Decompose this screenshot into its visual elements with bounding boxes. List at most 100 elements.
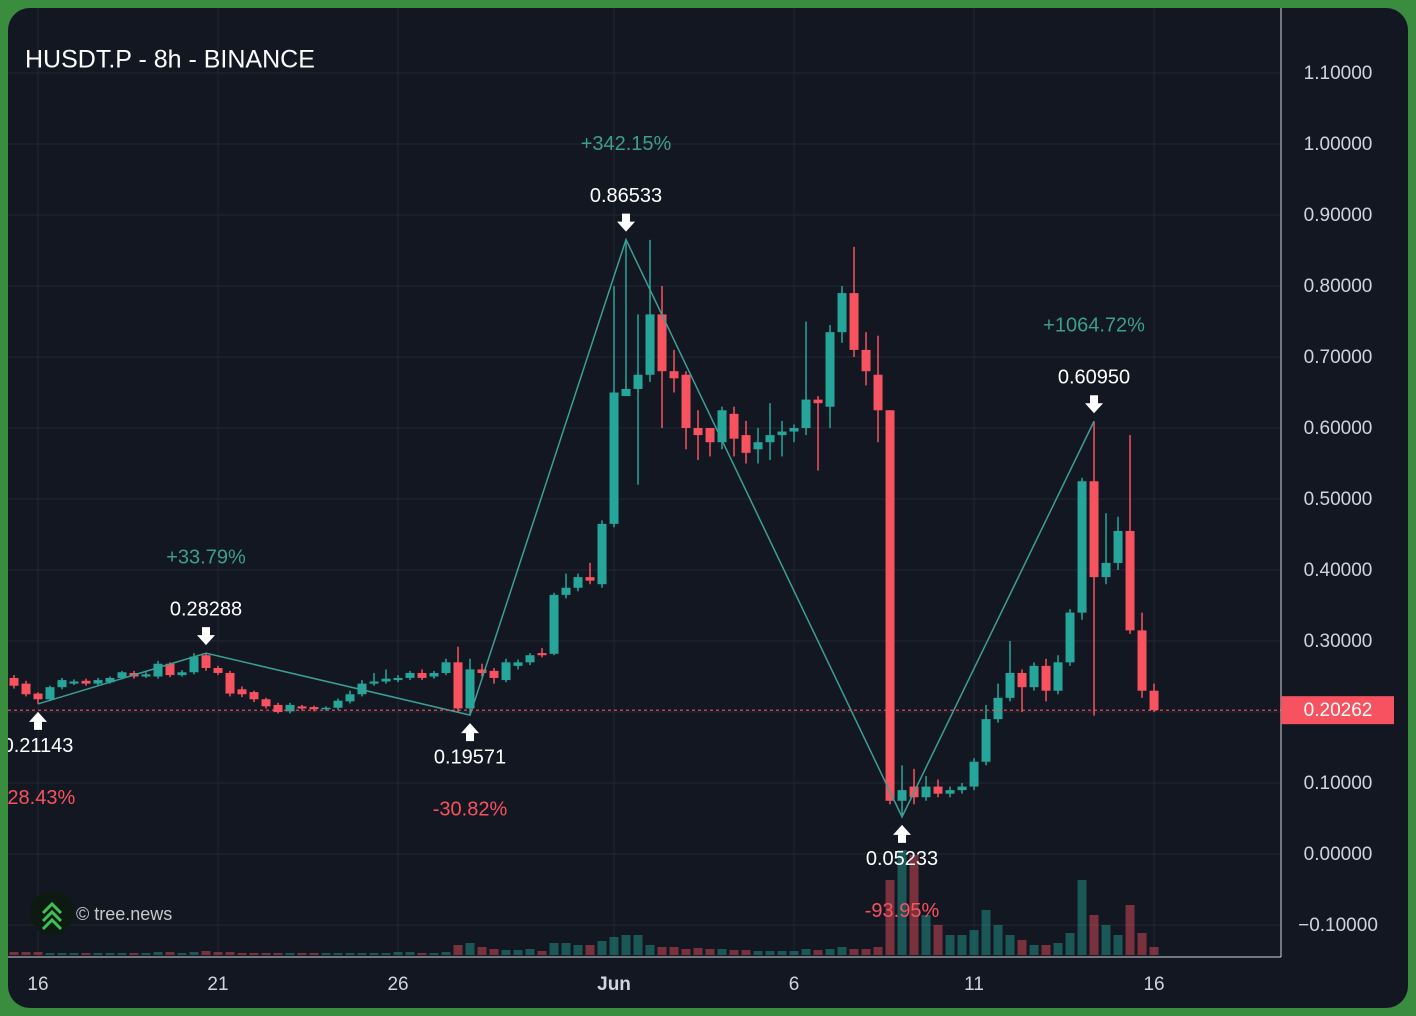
- candle-body: [957, 786, 967, 791]
- candle-body: [657, 314, 667, 372]
- candle-body: [9, 677, 19, 686]
- y-tick-label: 0.40000: [1304, 560, 1373, 581]
- volume-bar: [861, 949, 871, 955]
- candle-body: [321, 707, 331, 710]
- volume-bar: [849, 949, 859, 955]
- volume-bar: [813, 950, 823, 955]
- pivot-change: +342.15%: [581, 133, 672, 155]
- candle-body: [873, 374, 883, 411]
- candle-body: [537, 653, 547, 656]
- x-tick-label: 16: [27, 974, 48, 995]
- candle-body: [105, 677, 115, 683]
- volume-bar: [1005, 935, 1015, 955]
- volume-bar: [93, 953, 103, 955]
- volume-bar: [1125, 905, 1135, 955]
- volume-bar: [621, 935, 631, 955]
- volume-bar: [45, 953, 55, 955]
- pivot-change: +33.79%: [166, 546, 246, 568]
- x-tick-label: 16: [1143, 974, 1164, 995]
- volume-bar: [1113, 935, 1123, 955]
- volume-bar: [501, 950, 511, 955]
- candle-body: [393, 677, 403, 681]
- volume-bar: [405, 952, 415, 955]
- candle-body: [573, 577, 583, 588]
- candle-body: [633, 374, 643, 389]
- pivot-arrow: [617, 213, 636, 232]
- candle-body: [1149, 690, 1159, 711]
- candle-body: [921, 786, 931, 798]
- volume-bar: [249, 953, 259, 955]
- candle-body: [225, 672, 235, 694]
- volume-bar: [837, 947, 847, 955]
- candle-body: [765, 435, 775, 443]
- chart-title: HUSDT.P - 8h - BINANCE: [25, 46, 315, 74]
- candle-body: [981, 719, 991, 762]
- candle-body: [1077, 481, 1087, 613]
- volume-bar: [165, 952, 175, 955]
- y-tick-label: 1.00000: [1304, 134, 1373, 155]
- volume-bar: [717, 949, 727, 955]
- candle-body: [849, 293, 859, 350]
- candle-body: [357, 683, 367, 695]
- volume-bar: [681, 949, 691, 955]
- candle-body: [369, 681, 379, 684]
- candle-body: [777, 431, 787, 436]
- volume-bar: [177, 953, 187, 955]
- volume-bar: [1149, 947, 1159, 955]
- candle-body: [465, 669, 475, 709]
- volume-bar: [981, 910, 991, 955]
- candle-body: [525, 655, 535, 663]
- pivot-label: 0.19571: [434, 746, 506, 768]
- candle-body: [1137, 630, 1147, 691]
- candle-body: [1125, 530, 1135, 631]
- volume-bar: [873, 947, 883, 955]
- x-tick-label: 21: [207, 974, 228, 995]
- volume-bar: [957, 935, 967, 955]
- candle-body: [513, 662, 523, 666]
- volume-bar: [609, 937, 619, 955]
- volume-bar: [129, 953, 139, 955]
- candle-body: [681, 374, 691, 429]
- candle-body: [93, 680, 103, 684]
- candle-body: [285, 704, 295, 712]
- volume-bar: [885, 880, 895, 955]
- volume-bar: [585, 945, 595, 955]
- volume-bar: [561, 943, 571, 955]
- volume-bar: [789, 951, 799, 955]
- candle-body: [1017, 672, 1027, 688]
- volume-bar: [525, 949, 535, 955]
- candle-body: [597, 523, 607, 585]
- volume-bar: [441, 952, 451, 955]
- volume-bar: [513, 950, 523, 955]
- candle-body: [117, 672, 127, 678]
- candle-body: [177, 672, 187, 676]
- volume-bar: [1065, 933, 1075, 955]
- volume-bar: [777, 951, 787, 955]
- pivot-arrow: [461, 723, 480, 742]
- candle-body: [1065, 612, 1075, 663]
- candle-body: [561, 587, 571, 595]
- candle-body: [261, 699, 271, 707]
- pivot-arrow: [29, 711, 48, 730]
- last-price-label: 0.20262: [1304, 700, 1373, 721]
- volume-bar: [153, 952, 163, 955]
- candle-body: [585, 577, 595, 581]
- candle-body: [405, 672, 415, 678]
- volume-bar: [549, 943, 559, 955]
- candle-body: [705, 428, 715, 443]
- candle-body: [309, 707, 319, 710]
- candle-body: [477, 669, 487, 673]
- volume-bar: [213, 952, 223, 955]
- volume-bar: [429, 953, 439, 955]
- volume-bar: [393, 952, 403, 955]
- volume-bar: [1077, 880, 1087, 955]
- volume-bar: [357, 953, 367, 955]
- candle-body: [1005, 672, 1015, 698]
- volume-bar: [945, 935, 955, 955]
- pivot-arrow: [1085, 395, 1104, 414]
- volume-bar: [381, 953, 391, 955]
- pivot-change: -28.43%: [1, 787, 76, 809]
- candle-body: [33, 693, 43, 700]
- volume-bar: [489, 949, 499, 955]
- candle-body: [417, 672, 427, 678]
